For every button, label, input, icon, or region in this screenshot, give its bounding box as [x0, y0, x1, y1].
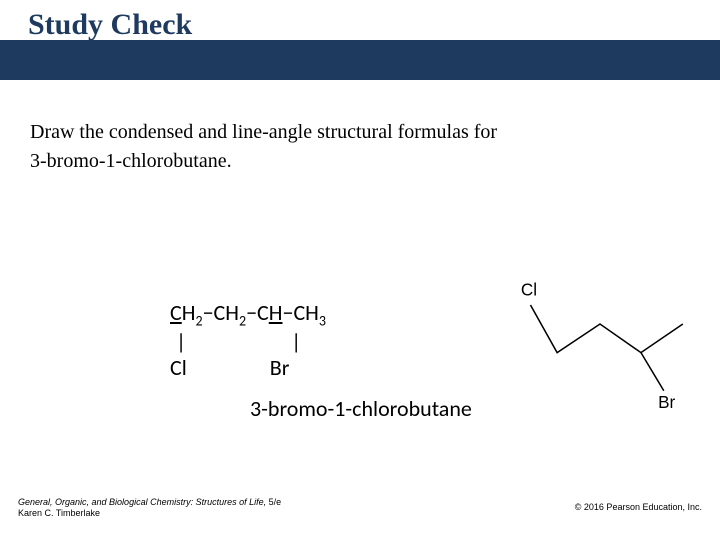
footer-author: Karen C. Timberlake	[18, 508, 100, 518]
line-angle-diagram: Cl Br	[500, 265, 700, 425]
body-line-1: Draw the condensed and line-angle struct…	[30, 118, 690, 147]
br-label: Br	[658, 392, 675, 412]
carbon-backbone	[530, 305, 682, 353]
slide-title: Study Check	[28, 8, 192, 42]
substituent-cl: Cl	[170, 354, 187, 381]
condensed-bonds: ||	[170, 329, 326, 354]
compound-name: 3-bromo-1-chlorobutane	[250, 395, 472, 422]
footer-edition: 5/e	[269, 497, 282, 507]
body-line-2: 3-bromo-1-chlorobutane.	[30, 147, 690, 176]
body-text: Draw the condensed and line-angle struct…	[0, 90, 720, 176]
condensed-chain: CH2−CH2−CH−CH3	[170, 300, 326, 329]
title-bar	[0, 40, 720, 80]
condensed-substituents: Cl Br	[170, 355, 326, 380]
condensed-formula: CH2−CH2−CH−CH3 || Cl Br	[170, 300, 326, 380]
footer-book-title: General, Organic, and Biological Chemist…	[18, 497, 269, 507]
cl-label: Cl	[521, 279, 537, 299]
substituent-br: Br	[270, 354, 290, 381]
footer-copyright: © 2016 Pearson Education, Inc.	[575, 502, 702, 512]
br-bond	[641, 353, 664, 391]
footer-left: General, Organic, and Biological Chemist…	[18, 497, 281, 520]
